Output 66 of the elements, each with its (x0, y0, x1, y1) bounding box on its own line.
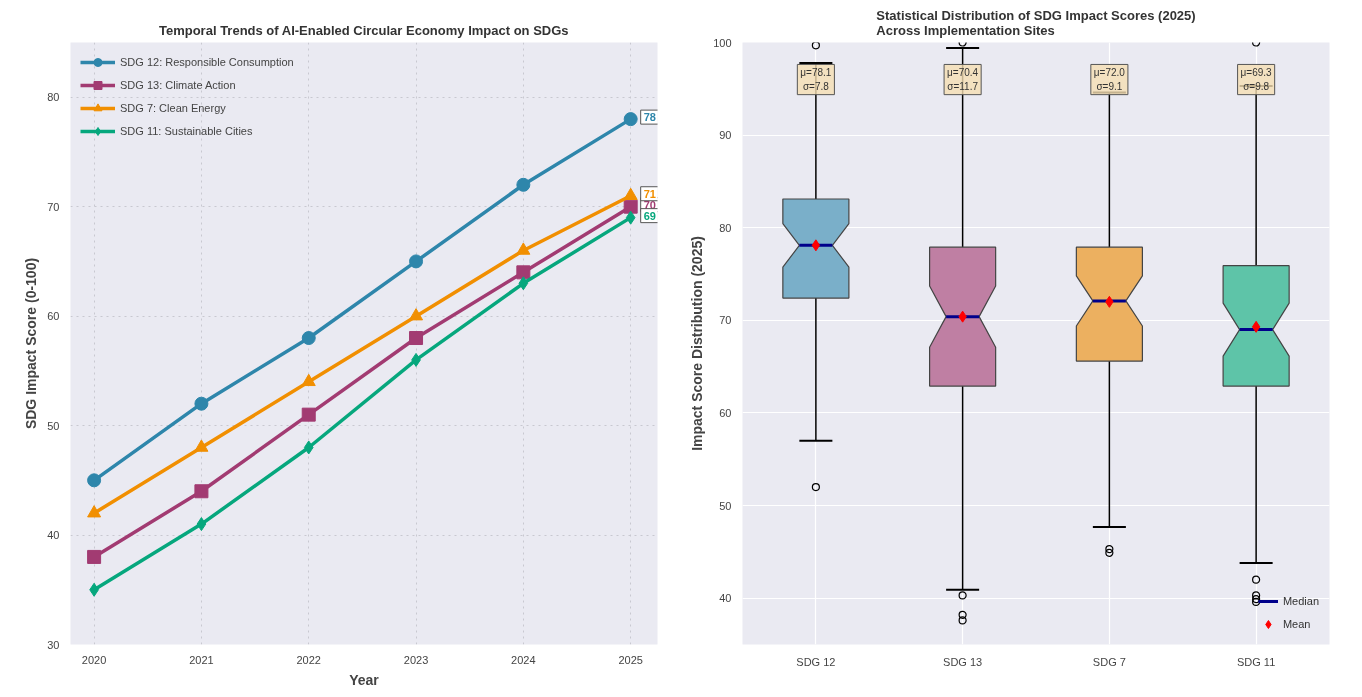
point (409, 254, 424, 269)
point (623, 112, 638, 127)
chart-title: Statistical Distribution of SDG Impact Scores (2025) Across Implementation Sites (876, 7, 1196, 38)
point (623, 187, 638, 200)
y-tick-label: 80 (47, 91, 60, 104)
point (516, 177, 531, 192)
point (811, 239, 821, 252)
point (87, 473, 102, 488)
annotation: Median (1282, 595, 1319, 607)
x-tick-label: SDG 7 (1092, 655, 1126, 668)
x-tick-label: SDG 13 (943, 655, 983, 668)
point (194, 396, 209, 411)
point (301, 407, 316, 422)
data-label: 70 (643, 198, 656, 211)
x-tick-label: 2024 (511, 653, 536, 666)
point (194, 439, 209, 452)
y-tick-label: 50 (719, 499, 732, 512)
point (516, 242, 531, 255)
legend-label: SDG 11: Sustainable Cities (120, 125, 253, 137)
point (87, 549, 102, 564)
annotation: μ=69.3 σ=9.8 (1240, 67, 1273, 92)
y-tick-label: 80 (719, 221, 732, 234)
y-tick-label: 70 (719, 314, 732, 327)
y-tick-label: 30 (47, 638, 60, 651)
point (87, 505, 102, 518)
legend-label: SDG 13: Climate Action (120, 79, 236, 91)
x-tick-label: 2022 (296, 653, 321, 666)
chart-title: Temporal Trends of AI-Enabled Circular Economy Impact on SDGs (158, 22, 569, 38)
point (303, 440, 314, 455)
point (409, 308, 424, 321)
y-tick-label: 40 (719, 592, 732, 605)
x-tick-label: SDG 11 (1236, 655, 1276, 668)
point (625, 210, 636, 225)
y-tick-label: 50 (47, 419, 60, 432)
point (409, 331, 424, 346)
annotation: μ=78.1 σ=7.8 (800, 67, 832, 92)
point (196, 517, 207, 532)
x-tick-label: 2021 (189, 653, 214, 666)
annotation: μ=72.0 σ=9.1 (1093, 67, 1126, 92)
point (516, 265, 531, 280)
y-tick-label: 60 (47, 310, 60, 323)
legend-label: SDG 7: Clean Energy (120, 102, 226, 114)
y-axis-title: SDG Impact Score (0-100) (23, 257, 40, 430)
x-axis-title: Year (349, 671, 380, 688)
point (194, 484, 209, 499)
y-tick-label: 100 (713, 36, 732, 49)
legend-label: SDG 12: Responsible Consumption (120, 56, 294, 68)
point (301, 373, 316, 387)
point (518, 276, 529, 291)
y-axis-title: Impact Score Distribution (2025) (689, 236, 706, 451)
annotation: μ=70.4 σ=11.7 (947, 67, 979, 92)
point (1251, 320, 1261, 333)
y-tick-label: 40 (47, 529, 60, 542)
x-tick-label: SDG 12 (796, 655, 836, 668)
data-label: 78 (643, 111, 656, 124)
x-tick-label: 2025 (618, 653, 643, 666)
legend-label: Mean (1282, 618, 1311, 630)
x-tick-label: 2023 (403, 653, 429, 666)
data-label: 71 (643, 187, 656, 200)
x-tick-label: 2020 (81, 653, 107, 666)
point (623, 199, 638, 214)
y-tick-label: 70 (47, 200, 60, 213)
data-label: 69 (643, 209, 656, 222)
y-tick-label: 60 (719, 406, 732, 419)
point (301, 331, 316, 346)
y-tick-label: 90 (719, 129, 732, 142)
